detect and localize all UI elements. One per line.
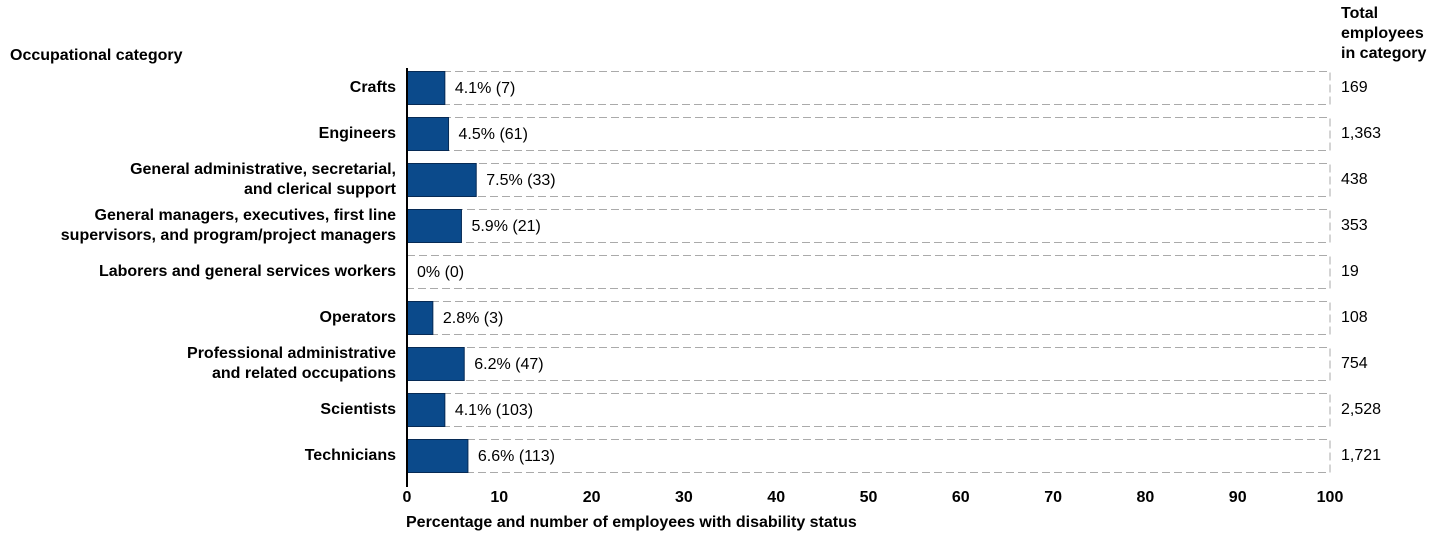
y-tick-label: Laborers and general services workers [98,263,396,280]
value-label: 6.6% (113) [478,448,555,465]
bar [406,347,465,381]
x-tick-label: 60 [952,489,970,506]
value-label: 4.5% (61) [459,126,528,143]
total-label: 169 [1341,79,1368,96]
bar [406,209,462,243]
bar-track [406,439,1331,473]
y-tick-label: Professional administrative and related … [187,345,396,382]
y-tick-label: Crafts [349,79,396,96]
bar [406,301,434,335]
value-label: 4.1% (7) [455,80,515,97]
bar-track [406,255,1331,289]
x-tick-label: 50 [860,489,878,506]
x-tick-label: 30 [675,489,693,506]
total-label: 1,721 [1341,447,1382,464]
y-tick-label: Technicians [304,447,396,464]
y-tick-label: Engineers [318,125,396,142]
y-tick-label: General administrative, secretarial, and… [130,161,396,198]
total-label: 353 [1341,217,1368,234]
value-label: 6.2% (47) [474,356,543,373]
bar-track [406,393,1331,427]
x-tick-label: 0 [403,489,412,506]
x-tick-label: 20 [583,489,601,506]
value-label: 4.1% (103) [455,402,533,419]
totals-title: Total employees in category [1341,5,1427,62]
value-label: 2.8% (3) [443,310,503,327]
x-tick-label: 100 [1317,489,1344,506]
value-label: 7.5% (33) [486,172,555,189]
bar-track [406,117,1331,151]
total-label: 108 [1341,309,1368,326]
x-tick-label: 40 [767,489,785,506]
x-tick-label: 70 [1044,489,1062,506]
x-tick-label: 80 [1137,489,1155,506]
total-label: 438 [1341,171,1368,188]
total-label: 19 [1341,263,1359,280]
x-tick-label: 90 [1229,489,1247,506]
value-label: 5.9% (21) [471,218,540,235]
bar [406,439,469,473]
total-label: 1,363 [1341,125,1382,142]
bar-track [406,301,1331,335]
value-label: 0% (0) [417,264,464,281]
bar [406,163,477,197]
bar [406,71,446,105]
bar [406,393,446,427]
total-label: 2,528 [1341,401,1382,418]
category-axis-title: Occupational category [10,47,183,64]
x-axis-title: Percentage and number of employees with … [406,514,857,531]
bar-track [406,71,1331,105]
y-tick-label: Operators [319,309,396,326]
bar-track [406,347,1331,381]
bar-track [406,209,1331,243]
x-tick-label: 10 [490,489,508,506]
bar [406,117,450,151]
y-tick-label: General managers, executives, first line… [60,207,396,244]
y-tick-label: Scientists [320,401,396,418]
bar-track [406,163,1331,197]
total-label: 754 [1341,355,1368,372]
